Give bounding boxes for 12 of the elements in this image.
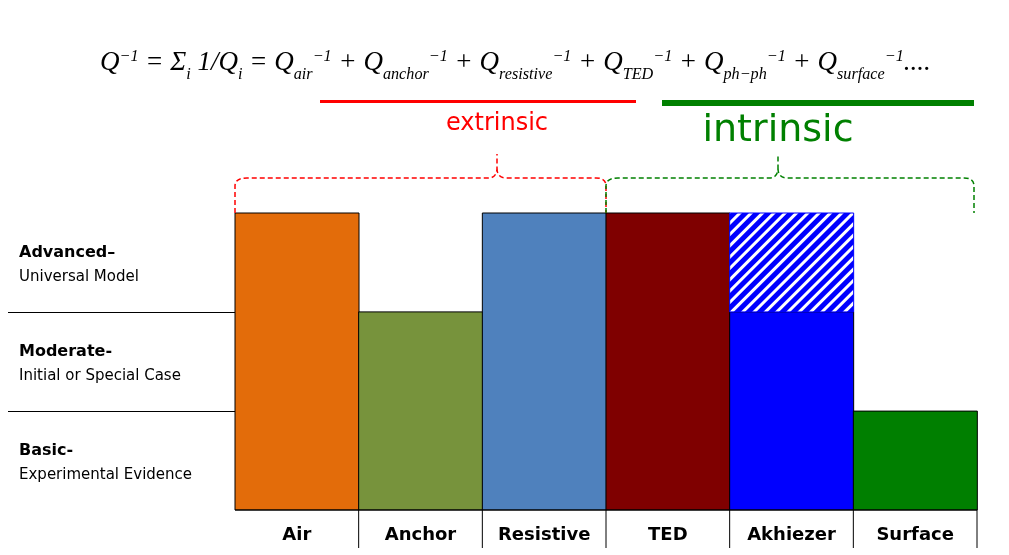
text: Advanced– Universal Model <box>19 241 139 285</box>
x-tick-label: Resistive <box>497 523 591 544</box>
text: Basic- Experimental Evidence <box>19 439 193 483</box>
x-tick-label: Surface <box>876 523 954 544</box>
text: Moderate- Initial or Special Case <box>19 340 181 384</box>
x-tick-label: Anchor <box>384 523 457 544</box>
x-tick-label: Akhiezer <box>747 523 836 544</box>
x-tick-label: TED <box>648 523 688 544</box>
chart-title: Q$^{−1}$ = Σ$_{i}$ 1/Q$_{i}$ = Q$_{air}$$^{−1}$ + Q$_{anchor}$$^{−1}$ + Q$_{resistive}$$^{−1}$ + Q$_{TED}$$^{−1}$ + Q$_{ph−ph}$$^{−1}$ + Q$_{surface}$$^{−1}$.... <box>100 46 931 83</box>
text: intrinsic <box>702 106 854 150</box>
text: extrinsic <box>445 108 549 136</box>
x-tick-label: Air <box>282 523 312 544</box>
